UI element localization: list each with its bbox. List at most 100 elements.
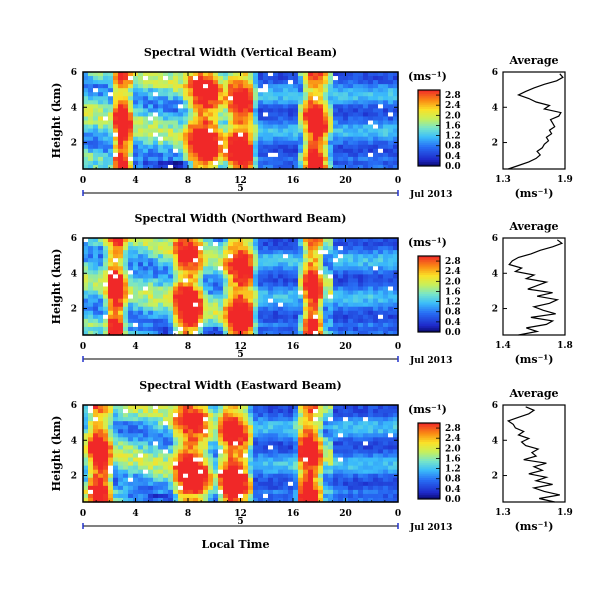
heatmap-cell [308, 461, 314, 467]
heatmap-cell [373, 286, 379, 292]
heatmap-cell [193, 116, 199, 122]
heatmap-cell [343, 254, 349, 259]
heatmap-cell [228, 80, 234, 85]
colorbar-segment [418, 112, 440, 116]
heatmap-cell [203, 164, 209, 170]
heatmap-cell [388, 302, 394, 308]
colorbar-tick-label: 2.0 [445, 444, 461, 454]
heatmap-cell [173, 72, 179, 77]
heatmap-cell [88, 278, 94, 284]
heatmap-cell [163, 120, 169, 126]
heatmap-cell [88, 266, 94, 271]
heatmap-cell [198, 238, 204, 243]
heatmap-cell [123, 88, 129, 93]
heatmap-cell [383, 164, 389, 170]
heatmap-cell [163, 128, 169, 134]
heatmap-cell [368, 425, 374, 430]
heatmap-cell [268, 128, 274, 134]
heatmap-cell [138, 437, 144, 442]
heatmap-cell [258, 84, 264, 89]
heatmap-cell [328, 441, 334, 447]
heatmap-cell [368, 270, 374, 275]
heatmap-cell [118, 148, 124, 154]
heatmap-cell [368, 493, 374, 499]
heatmap-cell [258, 148, 264, 154]
heatmap-cell [153, 310, 159, 316]
heatmap-cell [193, 473, 199, 479]
heatmap-cell [298, 445, 304, 451]
heatmap-cell [388, 461, 394, 467]
heatmap-cell [268, 148, 274, 154]
heatmap-cell [148, 417, 154, 422]
heatmap-cell [113, 262, 119, 267]
heatmap-cell [238, 278, 244, 284]
heatmap-cell [168, 453, 174, 459]
heatmap-cell [328, 88, 334, 93]
heatmap-cell [353, 433, 359, 438]
average-x-tick-label: 1.9 [557, 175, 573, 185]
heatmap-cell [158, 136, 164, 142]
heatmap-cell [238, 449, 244, 455]
heatmap-cell [208, 326, 214, 332]
heatmap-cell [143, 148, 149, 154]
heatmap-cell [393, 322, 399, 328]
heatmap-cell [263, 116, 269, 122]
heatmap-cell [338, 136, 344, 142]
heatmap-cell [218, 112, 224, 118]
heatmap-cell [138, 274, 144, 280]
heatmap-cell [353, 322, 359, 328]
heatmap-cell [348, 433, 354, 438]
heatmap-cell [233, 76, 239, 81]
heatmap-cell [358, 144, 364, 150]
heatmap-cell [148, 405, 154, 410]
heatmap-cell [338, 433, 344, 438]
heatmap-cell [243, 152, 249, 158]
heatmap-cell [198, 441, 204, 447]
heatmap-cell [358, 132, 364, 138]
heatmap-cell [328, 326, 334, 332]
heatmap-cell [263, 160, 269, 166]
heatmap-cell [193, 306, 199, 312]
heatmap-cell [313, 84, 319, 89]
heatmap-cell [273, 128, 279, 134]
heatmap-cell [348, 96, 354, 101]
heatmap-cell [348, 449, 354, 455]
heatmap-cell [158, 72, 164, 77]
heatmap-cell [393, 160, 399, 166]
heatmap-cell [148, 485, 154, 491]
heatmap-cell [198, 314, 204, 320]
heatmap-cell [173, 485, 179, 491]
heatmap-cell [88, 112, 94, 118]
heatmap-cell [93, 274, 99, 280]
heatmap-cell [98, 270, 104, 275]
heatmap-cell [233, 262, 239, 267]
heatmap-cell [183, 250, 189, 255]
heatmap-cell [218, 433, 224, 438]
heatmap-cell [88, 274, 94, 280]
heatmap-cell [98, 132, 104, 138]
heatmap-cell [198, 116, 204, 122]
heatmap-cell [273, 80, 279, 85]
colorbar-segment [418, 103, 440, 106]
colorbar-tick-label: 0.0 [445, 162, 461, 172]
heatmap-cell [353, 449, 359, 455]
heatmap-cell [143, 409, 149, 414]
heatmap-cell [223, 100, 229, 105]
heatmap-cell [388, 417, 394, 422]
heatmap-cell [83, 405, 89, 410]
colorbar-segment [418, 468, 440, 471]
heatmap-cell [128, 290, 134, 296]
heatmap-cell [348, 314, 354, 320]
heatmap-cell [173, 246, 179, 251]
heatmap-cell [323, 242, 329, 247]
heatmap-cell [228, 302, 234, 308]
heatmap-cell [98, 497, 104, 503]
heatmap-cell [123, 274, 129, 280]
heatmap-cell [348, 254, 354, 259]
heatmap-cell [168, 485, 174, 491]
heatmap-cell [378, 417, 384, 422]
heatmap-cell [158, 409, 164, 414]
heatmap-cell [338, 278, 344, 284]
heatmap-cell [118, 465, 124, 471]
heatmap-cell [238, 473, 244, 479]
